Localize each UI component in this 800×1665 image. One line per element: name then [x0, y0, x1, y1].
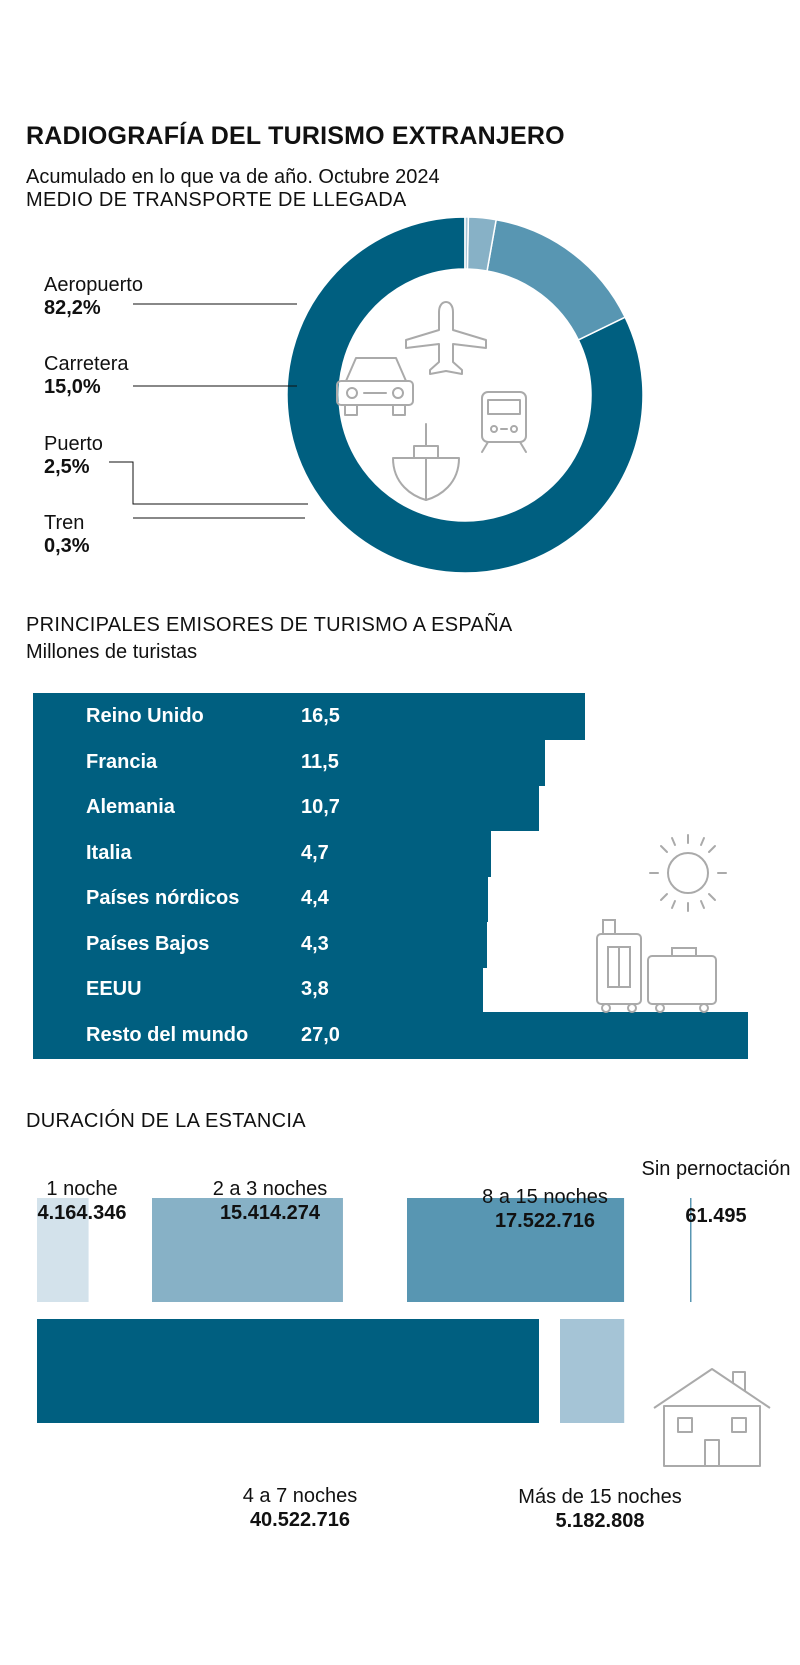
stay-label-mas-15-noches: Más de 15 noches: [518, 1486, 682, 1508]
stay-label-4-7-noches: 4 a 7 noches: [242, 1485, 358, 1507]
ship-icon: [392, 423, 460, 501]
donut-label-tren: Tren: [44, 512, 85, 534]
donut-label-aeropuerto: Aeropuerto: [44, 274, 143, 296]
bar-paises-nordicos: Países nórdicos 4,4: [33, 875, 489, 922]
stay-label-8-15-noches: 8 a 15 noches: [482, 1186, 608, 1208]
plane-icon: [405, 301, 487, 375]
bar-label-eeuu: EEUU: [86, 978, 142, 1000]
bar-value-paises-nordicos: 4,4: [301, 887, 329, 909]
bar-value-resto-del-mundo: 27,0: [301, 1023, 340, 1046]
bar-label-italia: Italia: [86, 841, 132, 864]
donut-label-carretera: Carretera: [44, 353, 129, 375]
donut-slice-tren: [464, 216, 470, 270]
stay-value-2-3-noches: 15.414.274: [219, 1202, 321, 1224]
bar-resto-del-mundo: Resto del mundo 27,0: [33, 1011, 748, 1059]
donut-slice-aeropuerto: [286, 216, 644, 574]
stay-bar-mas-de-15-noches: [560, 1319, 625, 1423]
bar-label-francia: Francia: [86, 750, 158, 773]
sun-icon: [649, 834, 727, 912]
stay-bar-sin-pernoctacion: [690, 1198, 692, 1302]
donut-label-puerto: Puerto: [44, 433, 103, 455]
bar-alemania: Alemania 10,7: [33, 784, 539, 831]
stay-bar-1-noche: [37, 1198, 89, 1302]
bar-value-alemania: 10,7: [301, 796, 340, 818]
leader-line-puerto: [109, 461, 308, 505]
stay-bar-4-a-7-noches: [37, 1319, 539, 1423]
emitters-section-title: PRINCIPALES EMISORES DE TURISMO A ESPAÑA: [26, 614, 513, 636]
stay-label-sin-pernoctacion: Sin pernoctación: [641, 1158, 791, 1180]
bar-label-reino-unido: Reino Unido: [86, 705, 204, 727]
house-icon: [653, 1368, 771, 1467]
bar-paises-bajos: Países Bajos 4,3: [33, 920, 488, 968]
donut-value-tren: 0,3%: [44, 535, 90, 557]
bar-value-reino-unido: 16,5: [301, 705, 340, 727]
bar-label-alemania: Alemania: [86, 796, 175, 818]
stay-value-8-15-noches: 17.522.716: [494, 1210, 596, 1232]
stay-value-sin-pernoctacion: 61.495: [685, 1205, 747, 1227]
bar-label-paises-nordicos: Países nórdicos: [86, 887, 240, 909]
donut-value-puerto: 2,5%: [44, 456, 90, 478]
donut-value-aeropuerto: 82,2%: [44, 297, 101, 319]
bar-eeuu: EEUU 3,8: [33, 966, 484, 1013]
stay-section-title: DURACIÓN DE LA ESTANCIA: [26, 1110, 306, 1132]
page-subtitle: Acumulado en lo que va de año. Octubre 2…: [26, 166, 440, 188]
emitters-unit-label: Millones de turistas: [26, 641, 198, 663]
bar-francia: Francia 11,5: [33, 738, 545, 786]
bar-italia: Italia 4,7: [33, 829, 491, 877]
donut-value-carretera: 15,0%: [44, 376, 101, 398]
stay-value-1-noche: 4.164.346: [37, 1202, 127, 1224]
bar-reino-unido: Reino Unido 16,5: [33, 693, 585, 740]
stay-value-mas-15-noches: 5.182.808: [555, 1510, 645, 1532]
stay-bar-2-a-3-noches: [152, 1198, 343, 1302]
page-title: RADIOGRAFÍA DEL TURISMO EXTRANJERO: [26, 122, 565, 150]
bar-value-paises-bajos: 4,3: [301, 932, 329, 955]
bar-label-resto-del-mundo: Resto del mundo: [86, 1023, 249, 1046]
bar-value-francia: 11,5: [301, 750, 339, 773]
car-icon: [336, 357, 414, 416]
stay-value-4-7-noches: 40.522.716: [249, 1509, 351, 1531]
bar-value-italia: 4,7: [301, 841, 329, 864]
train-icon: [481, 391, 527, 453]
stay-label-2-3-noches: 2 a 3 noches: [212, 1178, 328, 1200]
bar-label-paises-bajos: Países Bajos: [86, 932, 210, 955]
transport-section-title: MEDIO DE TRANSPORTE DE LLEGADA: [26, 189, 407, 211]
stay-bar-8-a-15-noches: [407, 1198, 625, 1302]
bar-value-eeuu: 3,8: [301, 978, 329, 1000]
stay-label-1-noche: 1 noche: [46, 1178, 118, 1200]
luggage-icon: [596, 919, 717, 1013]
